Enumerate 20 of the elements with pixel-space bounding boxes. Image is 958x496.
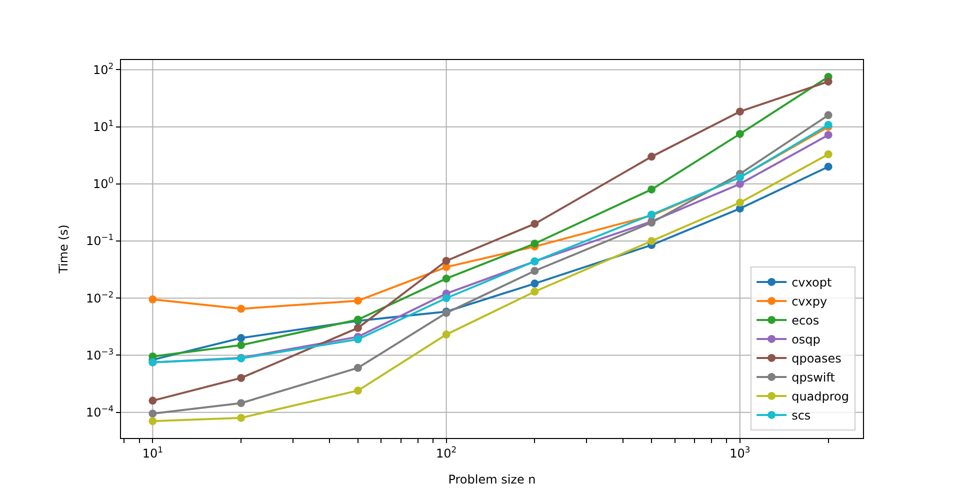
legend-label: quadprog: [792, 390, 850, 404]
y-tick-label: 10$^{−2}$: [86, 289, 114, 306]
legend-label: ecos: [792, 314, 820, 328]
x-axis-title: Problem size n: [448, 472, 536, 486]
legend-label: cvxopt: [792, 276, 832, 290]
legend-label: qpoases: [792, 352, 842, 366]
y-tick-label: 10$^{2}$: [92, 60, 114, 77]
y-tick-label: 10$^{0}$: [92, 175, 114, 192]
legend-label: qpswift: [792, 370, 836, 385]
y-tick-label: 10$^{−4}$: [86, 403, 114, 420]
y-tick-label: 10$^{−1}$: [86, 232, 114, 248]
legend-label: scs: [792, 408, 811, 423]
y-tick-label: 10$^{1}$: [92, 118, 114, 134]
x-tick-label: 10$^{2}$: [436, 444, 457, 460]
legend-label: cvxpy: [792, 294, 828, 309]
x-tick-label: 10$^{1}$: [142, 444, 163, 460]
legend-label: osqp: [792, 332, 820, 347]
y-axis-title: Time (s): [56, 224, 70, 274]
x-tick-label: 10$^{3}$: [730, 444, 750, 460]
y-tick-label: 10$^{−3}$: [86, 346, 114, 362]
